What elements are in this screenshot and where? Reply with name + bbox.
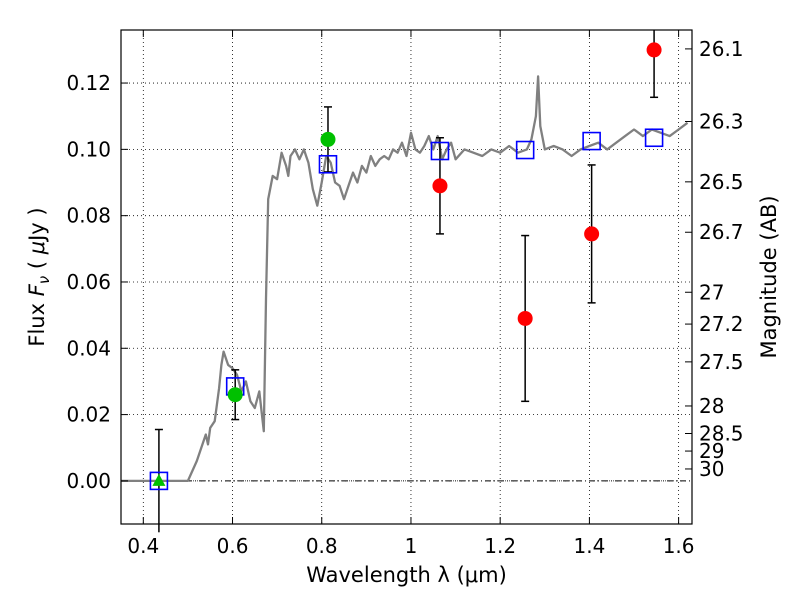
x-tick-label: 1.6 — [663, 534, 695, 558]
nondetection-point — [584, 226, 600, 242]
y2-tick-label: 26.3 — [699, 110, 744, 134]
x-tick-label: 1 — [405, 534, 418, 558]
model-photometry-square — [149, 471, 169, 491]
upper-limit-triangle — [152, 473, 166, 486]
y-tick-label: 0.12 — [66, 71, 111, 95]
x-tick-label: 1.2 — [484, 534, 516, 558]
y-tick-label: 0.06 — [66, 270, 111, 294]
model-photometry-square — [582, 131, 601, 151]
model-photometry-square — [430, 141, 450, 161]
nondetection-point — [517, 310, 533, 326]
axes-frame — [120, 29, 693, 525]
nondetection-point — [432, 178, 448, 194]
model-photometry-square — [515, 140, 535, 160]
y2-tick-label: 27 — [699, 280, 724, 304]
y2-tick-label: 27.2 — [699, 312, 744, 336]
model-photometry-square — [644, 128, 664, 148]
sed-line — [121, 75, 689, 483]
y2-tick-label: 28.5 — [699, 421, 744, 445]
y2-tick-label: 26.5 — [699, 170, 744, 194]
detection-point — [227, 387, 243, 403]
y2-axis-label: Magnitude (AB) — [757, 195, 781, 358]
x-tick-label: 0.4 — [127, 534, 159, 558]
y2-tick-label: 29 — [699, 439, 724, 463]
y-tick-label: 0.02 — [66, 403, 111, 427]
y-tick-label: 0.00 — [66, 469, 111, 493]
x-tick-label: 1.4 — [573, 534, 605, 558]
nondetection-point — [646, 42, 662, 58]
y-tick-label: 0.10 — [66, 137, 111, 161]
y2-tick-label: 26.7 — [699, 220, 744, 244]
y-tick-label: 0.08 — [66, 204, 111, 228]
y2-tick-label: 27.5 — [699, 350, 744, 374]
x-tick-label: 0.8 — [306, 534, 338, 558]
x-tick-label: 0.6 — [217, 534, 249, 558]
plot-area — [121, 30, 689, 533]
y2-tick-label: 26.1 — [699, 37, 744, 61]
y2-tick-label: 28 — [699, 394, 724, 418]
detection-point — [320, 131, 336, 147]
x-axis-label: Wavelength λ (μm) — [306, 563, 507, 587]
model-photometry-square — [318, 154, 338, 174]
ticks: 0.4 0.6 0.8 1 1.2 1.4 1.6 0.00 0.02 0.04 0.06 0.08 0… — [66, 30, 744, 558]
y-axis-label: Flux Fν ( μJy ) — [25, 207, 53, 346]
y-tick-label: 0.04 — [66, 336, 111, 360]
grid — [121, 30, 692, 524]
y2-tick-label: 30 — [699, 457, 724, 481]
